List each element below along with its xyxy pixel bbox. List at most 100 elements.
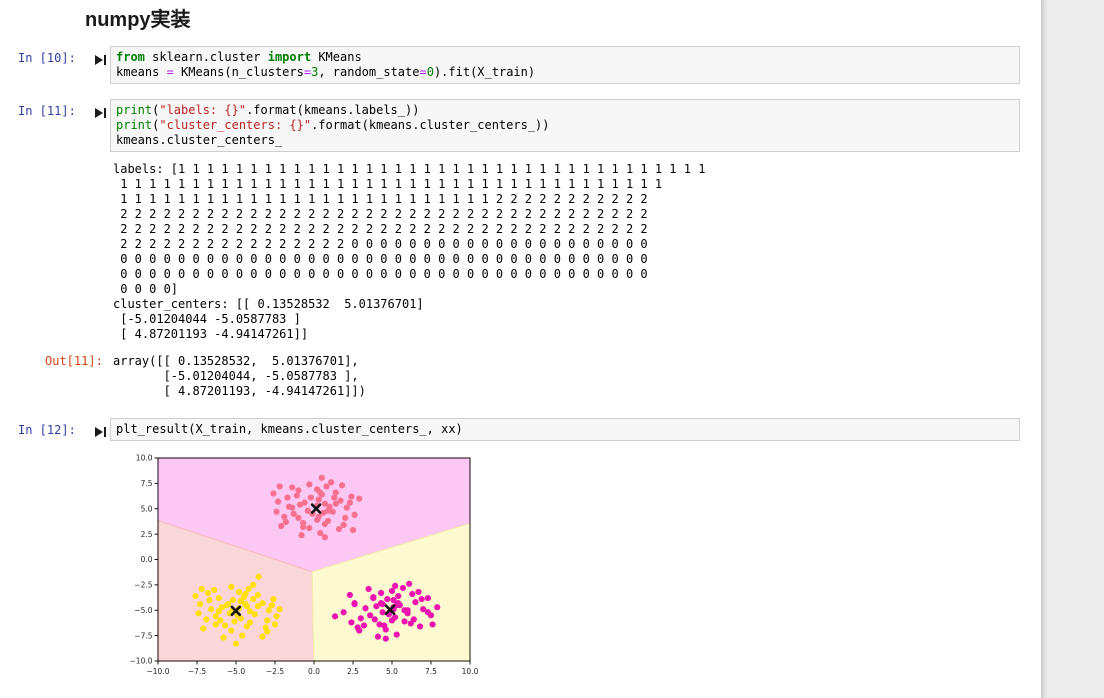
stream-output-text: labels: [1 1 1 1 1 1 1 1 1 1 1 1 1 1 1 1… [113, 162, 706, 341]
cluster-bottom-left-point [264, 617, 271, 624]
cluster-bottom-left-point [264, 628, 271, 635]
cluster-bottom-left-point [228, 583, 235, 591]
cluster-bottom-right-point [381, 622, 388, 629]
cluster-bottom-right-point [392, 582, 399, 589]
cluster-bottom-right-point [401, 618, 408, 625]
cluster-top-point [315, 496, 322, 503]
cluster-bottom-left-point [243, 623, 251, 630]
cluster-top-point [296, 501, 304, 508]
x-tick-label: −2.5 [266, 667, 284, 676]
cluster-bottom-left-point [203, 616, 210, 623]
cluster-bottom-left-point [220, 634, 227, 641]
markdown-heading[interactable]: numpy実装 [85, 9, 191, 31]
cluster-bottom-right-point [424, 594, 431, 602]
code-input-area[interactable]: from sklearn.cluster import KMeans kmeans… [110, 46, 1020, 84]
cluster-bottom-left-point [246, 608, 254, 615]
cluster-top-point [337, 497, 344, 504]
cluster-bottom-left-point [239, 632, 246, 639]
cluster-top-point [295, 514, 302, 521]
cluster-bottom-right-point [357, 615, 364, 622]
cluster-top-point [314, 516, 321, 524]
cluster-top-point [290, 510, 297, 517]
code-line: print("labels: {}".format(kmeans.labels_… [116, 103, 420, 117]
cluster-top-point [301, 499, 308, 506]
cluster-bottom-left-point [217, 617, 224, 624]
cluster-top-point [298, 532, 305, 539]
cluster-top-point [335, 525, 343, 533]
cluster-bottom-left-point [236, 588, 243, 596]
cluster-bottom-right-point [434, 604, 441, 611]
code-line: kmeans.cluster_centers_ [116, 133, 283, 147]
x-tick-label: 5.0 [386, 667, 398, 676]
code-input-area[interactable]: print("labels: {}".format(kmeans.labels_… [110, 99, 1020, 152]
cluster-top-point [295, 487, 302, 494]
cluster-bottom-left-point [245, 585, 252, 593]
cluster-top-point [307, 494, 314, 501]
cluster-bottom-left-point [212, 621, 219, 628]
cluster-top-point [293, 492, 300, 499]
cluster-top-point [340, 521, 347, 529]
cluster-bottom-left-point [271, 621, 279, 628]
cluster-bottom-right-point [377, 600, 385, 607]
cluster-bottom-right-point [416, 623, 424, 630]
y-tick-label: −2.5 [134, 581, 152, 590]
cluster-bottom-right-point [377, 589, 385, 597]
cluster-top-point [320, 509, 327, 516]
cluster-bottom-right-point [362, 605, 369, 612]
cluster-top-point [289, 504, 296, 511]
cluster-top-point [342, 514, 349, 521]
cluster-bottom-right-point [404, 607, 411, 614]
cluster-bottom-right-point [360, 622, 368, 629]
cluster-bottom-right-point [388, 587, 396, 595]
cluster-bottom-right-point [406, 580, 413, 587]
result-output-text: array([[ 0.13528532, 5.01376701], [-5.01… [113, 354, 366, 398]
cluster-bottom-left-point [251, 611, 258, 618]
y-tick-label: 10.0 [136, 454, 153, 463]
cluster-bottom-right-point [390, 597, 397, 604]
cluster-bottom-left-point [206, 597, 213, 604]
cluster-center-marker [310, 503, 322, 514]
cluster-bottom-right-point [370, 594, 377, 602]
cluster-bottom-left-point [229, 597, 236, 604]
code-line: print("cluster_centers: {}".format(kmean… [116, 118, 550, 132]
cluster-bottom-right-point [379, 609, 386, 616]
cluster-top-point [317, 489, 324, 496]
cluster-bottom-left-point [273, 613, 280, 620]
cluster-top-point [284, 494, 291, 501]
code-input-area[interactable]: plt_result(X_train, kmeans.cluster_cente… [110, 418, 1020, 441]
cluster-top-point [329, 508, 336, 515]
cluster-bottom-right-point [373, 603, 380, 610]
cluster-bottom-left-point [228, 627, 235, 634]
cluster-top-point [346, 499, 353, 506]
run-indicator-icon [94, 425, 107, 437]
cluster-top-point [321, 534, 329, 541]
cluster-bottom-right-point [384, 595, 391, 603]
cluster-bottom-left-point [250, 581, 257, 588]
cluster-top-point [331, 494, 338, 501]
cluster-bottom-right-point [376, 621, 383, 628]
cluster-bottom-right-point [399, 584, 407, 592]
input-prompt: In [12]: [18, 423, 76, 437]
cluster-bottom-left-point [254, 591, 261, 599]
cluster-top-point [276, 483, 283, 490]
cluster-bottom-left-point [242, 590, 249, 598]
cluster-top-point [306, 481, 313, 488]
x-tick-label: 10.0 [462, 667, 479, 676]
cluster-bottom-right-point [424, 609, 431, 616]
code-line: from sklearn.cluster import KMeans [116, 50, 362, 64]
cluster-bottom-right-point [388, 617, 396, 624]
cluster-bottom-left-point [207, 606, 215, 613]
cluster-top-point [289, 484, 296, 491]
cluster-bottom-left-point [200, 625, 207, 632]
cluster-bottom-left-point [276, 606, 283, 613]
cluster-bottom-right-point [395, 600, 402, 607]
cluster-top-point [343, 504, 350, 511]
cluster-bottom-left-point [231, 618, 238, 625]
cluster-bottom-left-point [270, 595, 277, 603]
y-tick-label: 5.0 [141, 504, 153, 513]
cluster-bottom-right-point [331, 613, 339, 620]
input-prompt: In [10]: [18, 51, 76, 65]
cluster-bottom-left-point [259, 600, 266, 607]
cluster-bottom-right-point [351, 601, 358, 608]
